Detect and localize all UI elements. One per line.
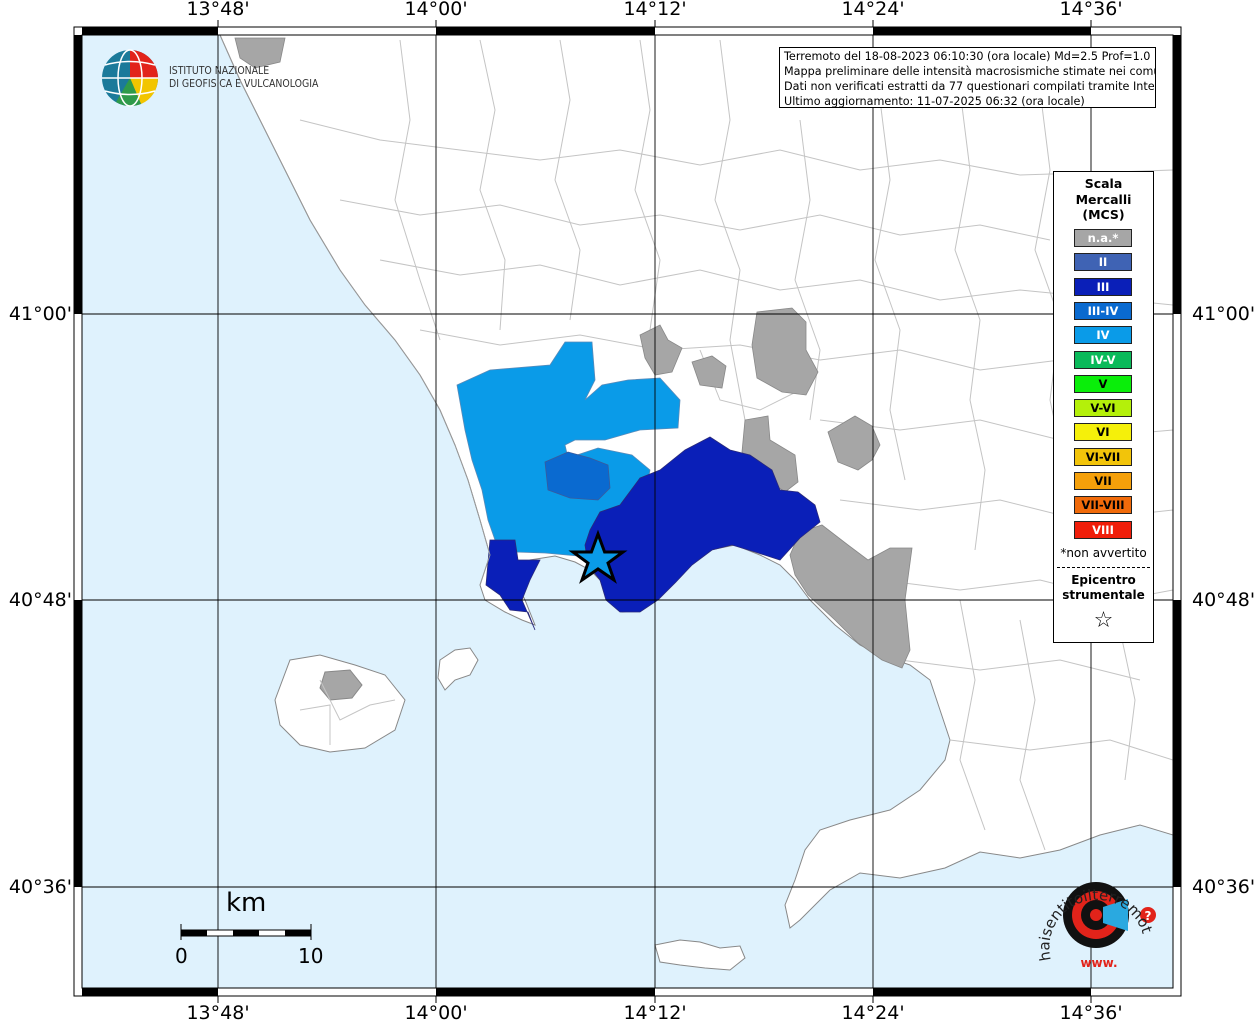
lon-tick-top: 14°36' — [1059, 0, 1123, 20]
lon-tick-top: 14°00' — [404, 0, 468, 20]
legend-item: III — [1074, 277, 1132, 296]
event-info-line1: Terremoto del 18-08-2023 06:10:30 (ora l… — [784, 50, 1156, 63]
scale-max: 10 — [298, 944, 324, 968]
lat-tick-right: 40°36' — [1192, 876, 1256, 898]
event-info-line3: Dati non verificati estratti da 77 quest… — [784, 80, 1156, 93]
event-info-box: Terremoto del 18-08-2023 06:10:30 (ora l… — [779, 47, 1156, 108]
scale-unit: km — [226, 888, 267, 918]
lon-tick-bottom: 14°12' — [623, 1002, 687, 1024]
lat-tick-left: 40°36' — [8, 876, 72, 898]
ischia-island — [274, 654, 406, 753]
legend-item: n.a.* — [1074, 229, 1132, 247]
procida-island — [437, 647, 479, 691]
ingv-logo-line1: ISTITUTO NAZIONALE — [169, 64, 270, 77]
legend-item: V — [1074, 374, 1132, 393]
scale-min: 0 — [175, 944, 188, 968]
lon-tick-top: 13°48' — [186, 0, 250, 20]
legend-note: *non avvertito — [1060, 546, 1147, 560]
lat-tick-left: 41°00' — [8, 303, 72, 325]
legend-star-icon: ☆ — [1093, 608, 1114, 633]
lon-tick-top: 14°12' — [623, 0, 687, 20]
legend-item: VI-VII — [1074, 447, 1132, 466]
haisentito-badge: ? haisentitoilterremoto.it www. — [1033, 865, 1156, 970]
intensity-iii-iv-area — [544, 451, 611, 501]
legend-item: VIII — [1074, 520, 1132, 539]
legend-title-line1: Scala — [1084, 176, 1123, 191]
ischia-na-area — [319, 669, 363, 701]
na-municipalities — [234, 37, 913, 669]
legend-title: Scala Mercalli (MCS) — [1054, 176, 1153, 223]
intensity-iii-west-area — [485, 539, 541, 631]
lon-tick-bottom: 13°48' — [186, 1002, 250, 1024]
legend-item: IV — [1074, 326, 1132, 345]
mcs-legend: Scala Mercalli (MCS) n.a.* II III III-IV IV I… — [1053, 171, 1154, 643]
ingv-logo-line2: DI GEOFISICA E VULCANOLOGIA — [169, 77, 319, 90]
legend-item: VII-VIII — [1074, 496, 1132, 515]
legend-item: V-VI — [1074, 399, 1132, 418]
lon-tick-top: 14°24' — [841, 0, 905, 20]
legend-item: VII — [1074, 472, 1132, 490]
legend-separator — [1057, 567, 1150, 568]
ingv-logo-text: ISTITUTO NAZIONALE DI GEOFISICA E VULCAN… — [169, 64, 318, 90]
lon-tick-bottom: 14°36' — [1059, 1002, 1123, 1024]
lon-tick-bottom: 14°24' — [841, 1002, 905, 1024]
legend-item: II — [1074, 253, 1132, 272]
badge-question: ? — [1145, 909, 1152, 923]
scale-bar — [180, 924, 312, 940]
lat-tick-right: 41°00' — [1192, 303, 1256, 325]
legend-epicenter-label: Epicentro strumentale — [1054, 573, 1153, 603]
map-frame — [73, 20, 1182, 1003]
capri-island — [654, 939, 746, 971]
lat-tick-right: 40°48' — [1192, 589, 1256, 611]
legend-epicenter-line1: Epicentro — [1071, 573, 1136, 587]
coastline — [219, 35, 491, 586]
legend-title-line3: (MCS) — [1082, 207, 1125, 222]
ingv-globe-logo — [102, 49, 159, 107]
legend-item: III-IV — [1074, 301, 1132, 320]
legend-item: IV-V — [1074, 350, 1132, 369]
event-info-line4: Ultimo aggiornamento: 11-07-2025 06:32 (… — [784, 95, 1085, 108]
legend-title-line2: Mercalli — [1075, 191, 1132, 207]
legend-epicenter-line2: strumentale — [1062, 588, 1145, 602]
lon-tick-bottom: 14°00' — [404, 1002, 468, 1024]
lat-tick-left: 40°48' — [8, 589, 72, 611]
event-info-line2: Mappa preliminare delle intensità macros… — [784, 65, 1156, 78]
legend-item: VI — [1074, 423, 1132, 442]
question-icon — [1140, 907, 1156, 923]
epicenter-star — [568, 529, 628, 584]
badge-prefix: www. — [1080, 956, 1117, 970]
